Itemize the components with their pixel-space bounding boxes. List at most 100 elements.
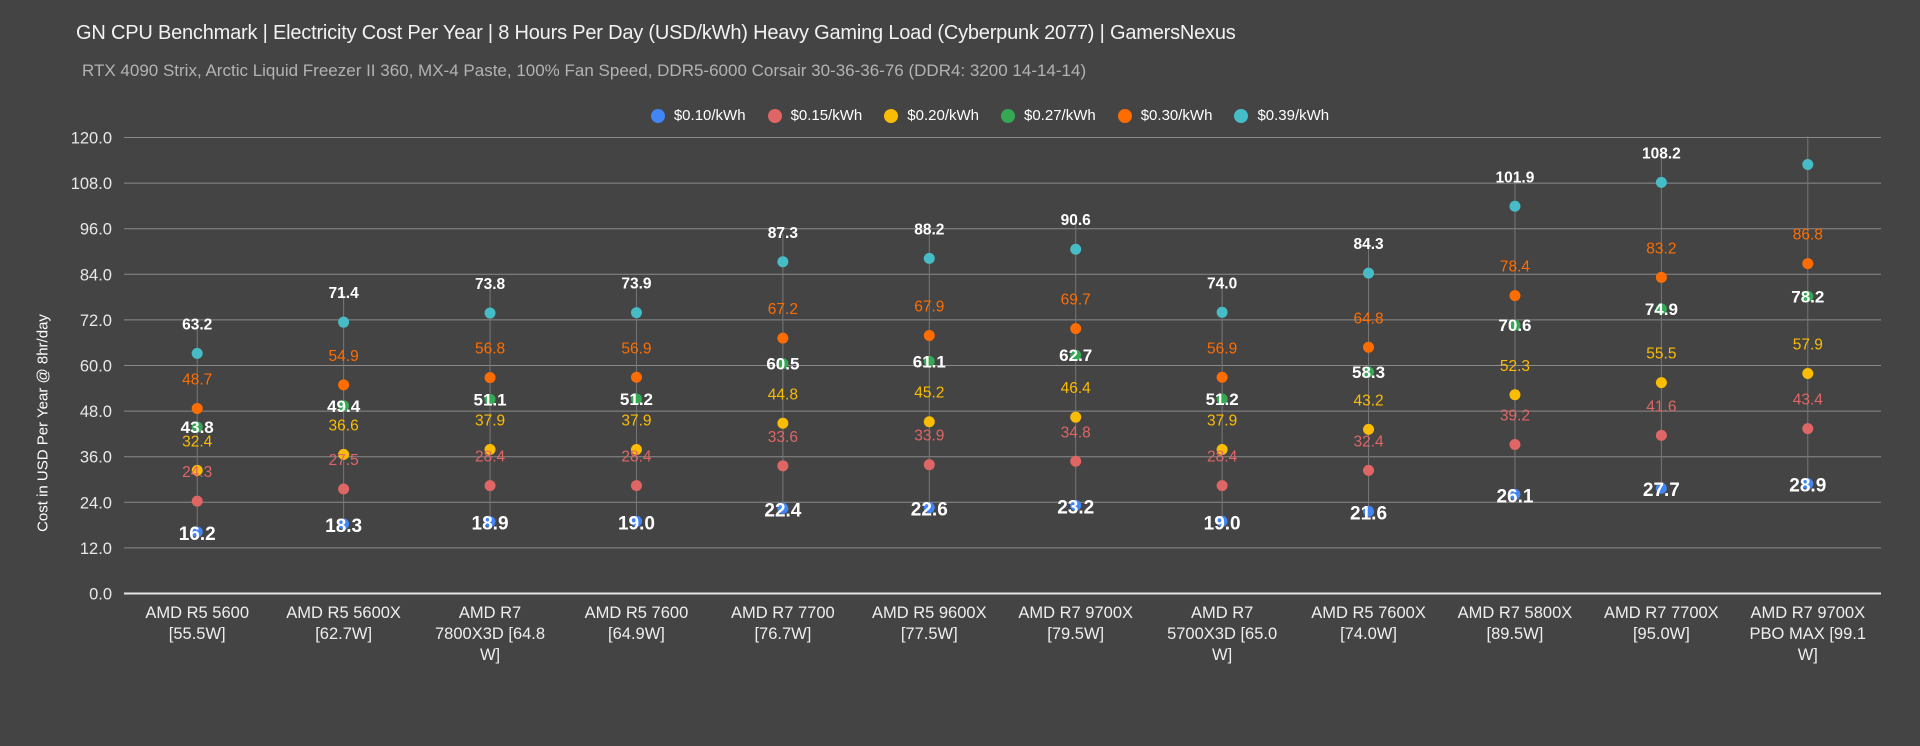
legend-marker-icon xyxy=(650,108,665,123)
data-point xyxy=(1509,439,1521,451)
data-point xyxy=(338,483,350,495)
legend-marker-icon xyxy=(884,108,899,123)
data-label: 27.5 xyxy=(329,452,359,469)
data-point xyxy=(777,358,789,370)
data-label: 58.3 xyxy=(1352,363,1385,382)
data-point xyxy=(1363,423,1375,435)
data-point xyxy=(1216,393,1228,405)
data-label: 73.9 xyxy=(621,276,652,293)
legend-item[interactable]: $0.15/kWh xyxy=(767,107,862,124)
data-point xyxy=(484,372,496,384)
x-tick-label: AMD R7 9700X [79.5W] xyxy=(1011,603,1141,645)
data-label: 52.3 xyxy=(1500,358,1530,375)
legend-label: $0.30/kWh xyxy=(1140,107,1213,124)
legend-item[interactable]: $0.30/kWh xyxy=(1117,107,1213,124)
x-tick-line: [55.5W] xyxy=(168,625,226,643)
data-point xyxy=(1070,455,1082,467)
x-tick-line: PBO MAX [99.1 xyxy=(1749,625,1867,643)
data-point xyxy=(923,252,935,264)
data-point xyxy=(1509,488,1521,500)
data-label: 108.2 xyxy=(1642,145,1681,162)
data-label: 18.3 xyxy=(325,516,362,537)
legend-marker-icon xyxy=(1234,108,1249,123)
data-label: 28.4 xyxy=(475,449,506,466)
data-label: 64.8 xyxy=(1353,310,1383,327)
legend: $0.10/kWh $0.15/kWh $0.20/kWh $0.27/kWh … xyxy=(0,107,1920,124)
y-tick-label: 0.0 xyxy=(89,586,112,604)
y-tick-label: 24.0 xyxy=(80,494,112,512)
x-tick-line: AMD R7 5800X xyxy=(1457,604,1573,622)
data-label: 63.2 xyxy=(182,316,212,333)
data-point xyxy=(191,526,203,538)
data-point xyxy=(1363,267,1375,279)
x-tick-line: AMD R7 9700X xyxy=(1018,604,1134,622)
x-tick-line: W] xyxy=(479,646,501,664)
data-point xyxy=(1070,499,1082,511)
legend-item[interactable]: $0.20/kWh xyxy=(884,107,979,124)
data-point xyxy=(338,448,350,460)
y-tick-label: 120.0 xyxy=(71,130,112,148)
data-label: 32.4 xyxy=(1353,433,1384,450)
data-label: 24.3 xyxy=(182,464,212,481)
data-label: 22.6 xyxy=(911,500,948,521)
data-label: 28.9 xyxy=(1789,476,1826,497)
legend-label: $0.27/kWh xyxy=(1024,107,1096,124)
data-label: 45.2 xyxy=(914,385,944,402)
y-tick-label: 96.0 xyxy=(80,221,112,239)
data-label: 71.4 xyxy=(329,285,360,302)
data-point xyxy=(1216,480,1228,492)
data-label: 101.9 xyxy=(1496,169,1535,186)
data-point xyxy=(1802,258,1814,270)
data-point xyxy=(777,332,789,344)
data-point xyxy=(484,307,496,319)
data-label: 87.3 xyxy=(768,225,799,242)
x-tick-label: AMD R5 5600 [55.5W] xyxy=(132,603,262,645)
data-point xyxy=(630,515,642,527)
legend-marker-icon xyxy=(767,108,782,123)
x-tick-line: [95.0W] xyxy=(1632,625,1690,643)
data-point xyxy=(1216,515,1228,527)
x-tick-label: AMD R7 5700X3D [65.0 W] xyxy=(1157,603,1287,666)
data-label: 57.9 xyxy=(1793,336,1823,353)
data-point xyxy=(777,417,789,429)
data-point xyxy=(923,355,935,367)
data-point xyxy=(1655,377,1667,389)
data-point xyxy=(1509,389,1521,401)
data-label: 49.4 xyxy=(327,397,361,416)
data-label: 54.9 xyxy=(329,348,359,365)
x-tick-label: AMD R7 7700X [95.0W] xyxy=(1596,603,1726,645)
data-point xyxy=(1070,323,1082,335)
data-point xyxy=(191,402,203,414)
data-point xyxy=(1216,371,1228,383)
legend-item[interactable]: $0.10/kWh xyxy=(650,107,746,124)
x-tick-line: [77.5W] xyxy=(900,625,958,643)
data-point xyxy=(923,329,935,341)
legend-item[interactable]: $0.27/kWh xyxy=(1001,107,1096,124)
x-tick-line: AMD R7 xyxy=(1190,604,1254,622)
data-label: 28.4 xyxy=(1207,449,1238,466)
data-point xyxy=(484,480,496,492)
data-point xyxy=(338,400,350,412)
data-label: 22.4 xyxy=(764,500,801,521)
data-point xyxy=(630,307,642,319)
data-point xyxy=(1363,366,1375,378)
x-tick-line: [74.0W] xyxy=(1340,625,1397,643)
data-point xyxy=(777,502,789,514)
data-point xyxy=(1509,290,1521,302)
x-tick-label: AMD R5 9600X [77.5W] xyxy=(864,603,994,645)
data-label: 28.4 xyxy=(621,449,652,466)
y-tick-label: 36.0 xyxy=(80,449,112,467)
data-label: 55.5 xyxy=(1646,346,1676,363)
data-label: 74.9 xyxy=(1645,300,1678,319)
data-label: 37.9 xyxy=(475,412,505,429)
data-point xyxy=(1070,349,1082,361)
data-point xyxy=(1802,367,1814,379)
data-label: 84.3 xyxy=(1353,236,1384,253)
data-label: 56.9 xyxy=(621,340,651,357)
x-tick-line: [64.9W] xyxy=(608,625,665,643)
legend-item[interactable]: $0.39/kWh xyxy=(1234,107,1329,124)
legend-label: $0.20/kWh xyxy=(907,107,979,124)
data-label: 43.4 xyxy=(1793,392,1824,409)
data-label: 73.8 xyxy=(475,276,506,293)
